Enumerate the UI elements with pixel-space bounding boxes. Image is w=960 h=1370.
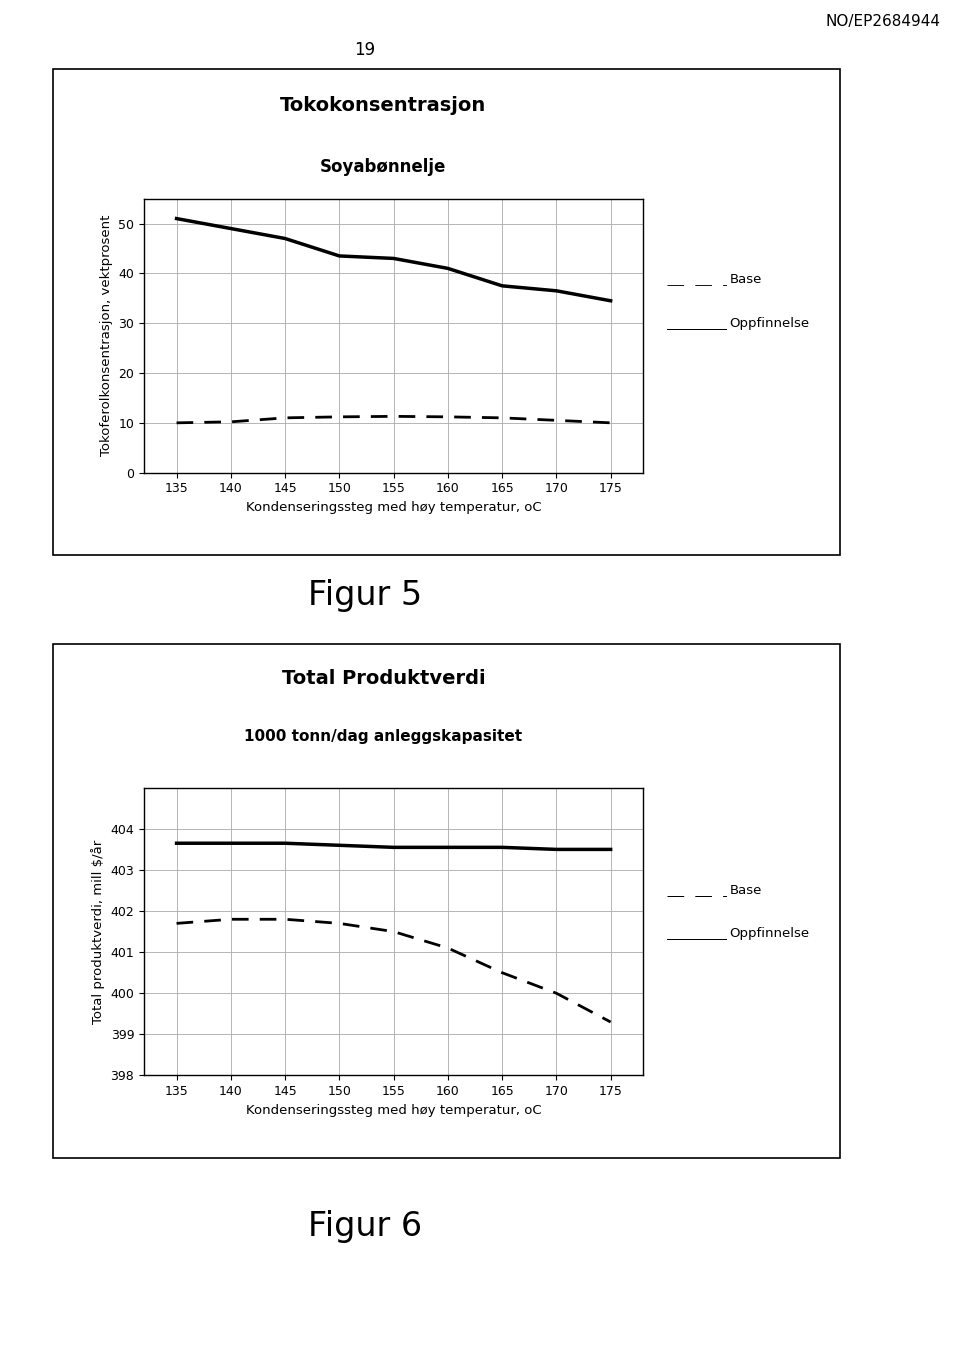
Text: Figur 6: Figur 6 (308, 1210, 421, 1243)
X-axis label: Kondenseringssteg med høy temperatur, oC: Kondenseringssteg med høy temperatur, oC (246, 501, 541, 514)
Text: Base: Base (730, 884, 762, 897)
Text: 1000 tonn/dag anleggskapasitet: 1000 tonn/dag anleggskapasitet (245, 729, 522, 744)
Text: Base: Base (730, 273, 762, 286)
Text: Soyabønnelje: Soyabønnelje (321, 158, 446, 175)
Y-axis label: Total produktverdi, mill $/år: Total produktverdi, mill $/år (91, 840, 105, 1023)
Y-axis label: Tokoferolkonsentrasjon, vektprosent: Tokoferolkonsentrasjon, vektprosent (100, 215, 112, 456)
Text: 19: 19 (354, 41, 375, 59)
X-axis label: Kondenseringssteg med høy temperatur, oC: Kondenseringssteg med høy temperatur, oC (246, 1104, 541, 1117)
Text: Tokokonsentrasjon: Tokokonsentrasjon (280, 96, 487, 115)
Text: Oppfinnelse: Oppfinnelse (730, 927, 809, 940)
Text: Total Produktverdi: Total Produktverdi (281, 669, 485, 688)
Text: Figur 5: Figur 5 (308, 580, 421, 612)
Text: NO/EP2684944: NO/EP2684944 (826, 14, 941, 29)
Text: Oppfinnelse: Oppfinnelse (730, 316, 809, 330)
